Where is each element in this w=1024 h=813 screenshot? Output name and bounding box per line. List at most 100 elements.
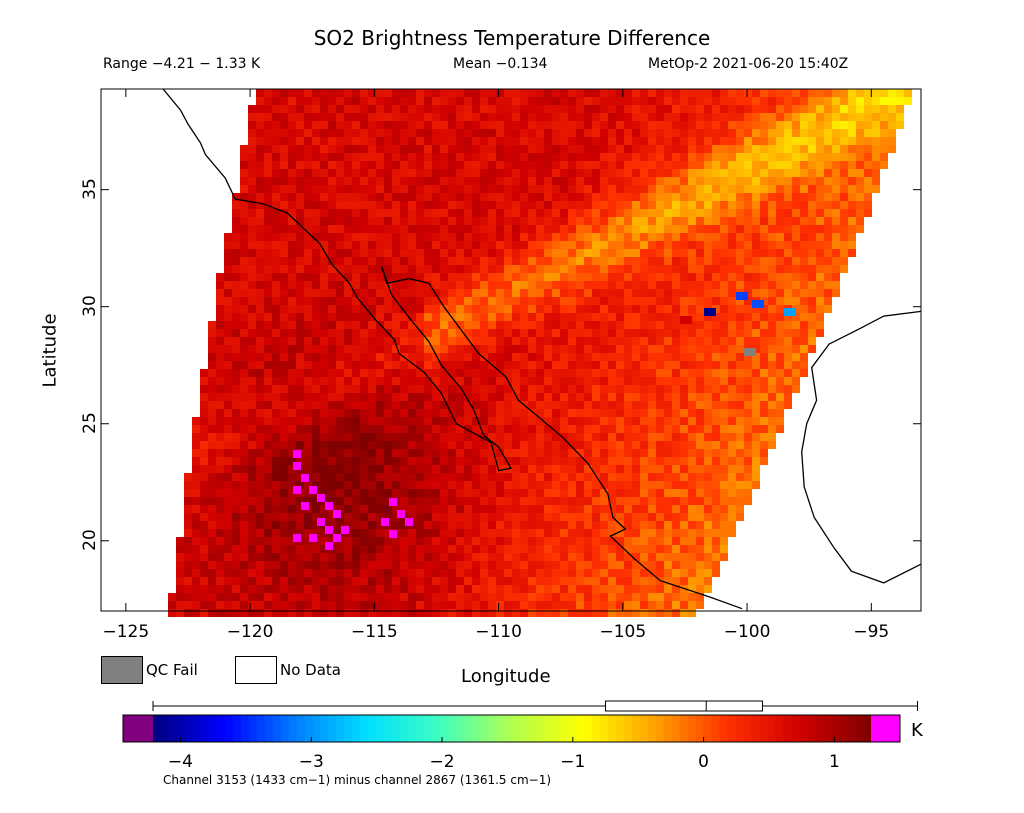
swath-pixel	[512, 465, 520, 473]
swath-pixel	[720, 233, 728, 241]
swath-pixel	[576, 273, 584, 281]
swath-pixel	[576, 129, 584, 137]
swath-pixel	[648, 537, 656, 545]
swath-pixel	[320, 577, 328, 585]
swath-pixel	[680, 529, 688, 537]
swath-pixel	[816, 233, 824, 241]
swath-pixel	[224, 585, 232, 593]
swath-pixel	[616, 289, 624, 297]
swath-pixel	[840, 89, 848, 97]
swath-pixel	[736, 433, 744, 441]
swath-pixel	[320, 449, 328, 457]
swath-pixel	[456, 145, 464, 153]
swath-pixel	[528, 153, 536, 161]
swath-pixel	[536, 265, 544, 273]
swath-pixel	[216, 409, 224, 417]
overflow-pixel	[317, 494, 325, 502]
swath-pixel	[400, 337, 408, 345]
swath-pixel	[512, 233, 520, 241]
overflow-pixel	[333, 534, 341, 542]
swath-pixel	[416, 217, 424, 225]
swath-pixel	[592, 361, 600, 369]
swath-pixel	[584, 473, 592, 481]
swath-pixel	[568, 97, 576, 105]
swath-pixel	[752, 361, 760, 369]
swath-pixel	[584, 361, 592, 369]
swath-pixel	[240, 521, 248, 529]
swath-pixel	[360, 137, 368, 145]
swath-pixel	[456, 233, 464, 241]
swath-pixel	[376, 225, 384, 233]
swath-pixel	[672, 273, 680, 281]
swath-pixel	[320, 185, 328, 193]
swath-pixel	[728, 313, 736, 321]
swath-pixel	[856, 209, 864, 217]
swath-pixel	[584, 297, 592, 305]
swath-pixel	[448, 209, 456, 217]
swath-pixel	[280, 393, 288, 401]
swath-pixel	[304, 129, 312, 137]
swath-pixel	[432, 89, 440, 97]
swath-pixel	[600, 513, 608, 521]
swath-pixel	[712, 505, 720, 513]
swath-pixel	[688, 361, 696, 369]
swath-pixel	[240, 561, 248, 569]
swath-pixel	[752, 409, 760, 417]
swath-pixel	[752, 441, 760, 449]
swath-pixel	[456, 393, 464, 401]
swath-pixel	[496, 561, 504, 569]
swath-pixel	[672, 233, 680, 241]
swath-pixel	[824, 89, 832, 97]
swath-pixel	[536, 441, 544, 449]
swath-pixel	[816, 153, 824, 161]
swath-pixel	[240, 169, 248, 177]
swath-pixel	[592, 441, 600, 449]
swath-pixel	[368, 225, 376, 233]
swath-pixel	[456, 89, 464, 97]
swath-pixel	[192, 425, 200, 433]
swath-pixel	[488, 593, 496, 601]
swath-pixel	[648, 169, 656, 177]
swath-pixel	[416, 585, 424, 593]
swath-pixel	[632, 177, 640, 185]
swath-pixel	[232, 537, 240, 545]
swath-pixel	[248, 201, 256, 209]
swath-pixel	[520, 425, 528, 433]
swath-pixel	[552, 593, 560, 601]
swath-pixel	[272, 201, 280, 209]
swath-pixel	[272, 145, 280, 153]
swath-pixel	[536, 177, 544, 185]
swath-pixel	[784, 281, 792, 289]
swath-pixel	[208, 537, 216, 545]
swath-pixel	[352, 425, 360, 433]
swath-pixel	[352, 313, 360, 321]
swath-pixel	[608, 137, 616, 145]
swath-pixel	[192, 569, 200, 577]
swath-pixel	[336, 521, 344, 529]
swath-pixel	[456, 241, 464, 249]
swath-pixel	[344, 457, 352, 465]
swath-pixel	[400, 137, 408, 145]
swath-pixel	[496, 201, 504, 209]
swath-pixel	[680, 537, 688, 545]
swath-pixel	[808, 169, 816, 177]
swath-pixel	[472, 217, 480, 225]
swath-pixel	[296, 521, 304, 529]
swath-pixel	[248, 449, 256, 457]
swath-pixel	[368, 113, 376, 121]
swath-pixel	[384, 609, 392, 617]
swath-pixel	[616, 425, 624, 433]
swath-pixel	[440, 209, 448, 217]
swath-pixel	[608, 369, 616, 377]
swath-pixel	[664, 201, 672, 209]
swath-pixel	[208, 321, 216, 329]
swath-pixel	[520, 273, 528, 281]
swath-pixel	[272, 601, 280, 609]
swath-pixel	[896, 121, 904, 129]
swath-pixel	[424, 465, 432, 473]
swath-pixel	[592, 553, 600, 561]
swath-pixel	[248, 281, 256, 289]
swath-pixel	[336, 209, 344, 217]
swath-pixel	[760, 433, 768, 441]
swath-pixel	[608, 169, 616, 177]
